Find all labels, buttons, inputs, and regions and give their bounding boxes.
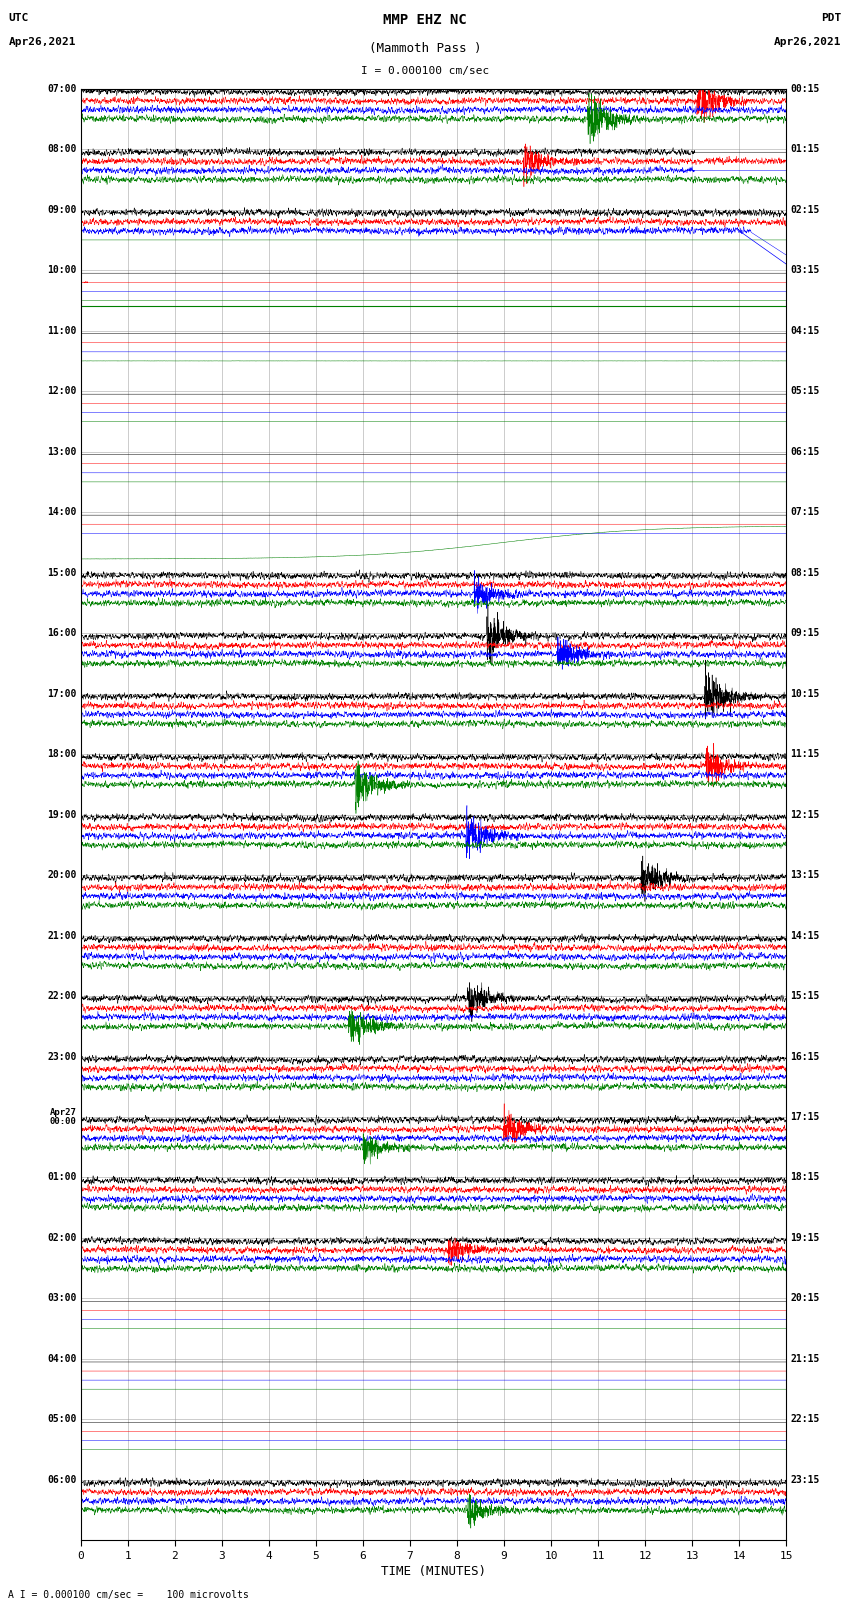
- Text: 03:15: 03:15: [790, 265, 820, 276]
- Text: PDT: PDT: [821, 13, 842, 23]
- Text: MMP EHZ NC: MMP EHZ NC: [383, 13, 467, 27]
- Text: 15:00: 15:00: [47, 568, 76, 577]
- Text: 02:00: 02:00: [47, 1232, 76, 1244]
- Text: 14:00: 14:00: [47, 506, 76, 518]
- Text: 13:15: 13:15: [790, 869, 820, 881]
- Text: 05:15: 05:15: [790, 386, 820, 397]
- Text: 13:00: 13:00: [47, 447, 76, 456]
- Text: 17:15: 17:15: [790, 1111, 820, 1123]
- Text: 23:00: 23:00: [47, 1052, 76, 1061]
- Text: 16:15: 16:15: [790, 1052, 820, 1061]
- Text: 09:00: 09:00: [47, 205, 76, 215]
- Text: 23:15: 23:15: [790, 1474, 820, 1486]
- X-axis label: TIME (MINUTES): TIME (MINUTES): [381, 1565, 486, 1578]
- Text: 11:15: 11:15: [790, 748, 820, 760]
- Text: I = 0.000100 cm/sec: I = 0.000100 cm/sec: [361, 66, 489, 76]
- Text: Apr26,2021: Apr26,2021: [8, 37, 76, 47]
- Text: 18:15: 18:15: [790, 1173, 820, 1182]
- Text: 08:00: 08:00: [47, 144, 76, 155]
- Text: Apr27: Apr27: [49, 1108, 76, 1116]
- Text: 04:15: 04:15: [790, 326, 820, 336]
- Text: 21:15: 21:15: [790, 1353, 820, 1365]
- Text: 03:00: 03:00: [47, 1294, 76, 1303]
- Text: 04:00: 04:00: [47, 1353, 76, 1365]
- Text: 21:00: 21:00: [47, 931, 76, 940]
- Text: UTC: UTC: [8, 13, 29, 23]
- Text: 19:00: 19:00: [47, 810, 76, 819]
- Text: 17:00: 17:00: [47, 689, 76, 698]
- Text: 10:15: 10:15: [790, 689, 820, 698]
- Text: Apr26,2021: Apr26,2021: [774, 37, 842, 47]
- Text: 06:15: 06:15: [790, 447, 820, 456]
- Text: A I = 0.000100 cm/sec =    100 microvolts: A I = 0.000100 cm/sec = 100 microvolts: [8, 1590, 249, 1600]
- Text: 16:00: 16:00: [47, 627, 76, 639]
- Text: 19:15: 19:15: [790, 1232, 820, 1244]
- Text: 10:00: 10:00: [47, 265, 76, 276]
- Text: 07:15: 07:15: [790, 506, 820, 518]
- Text: 02:15: 02:15: [790, 205, 820, 215]
- Text: 20:15: 20:15: [790, 1294, 820, 1303]
- Text: 22:15: 22:15: [790, 1415, 820, 1424]
- Text: 11:00: 11:00: [47, 326, 76, 336]
- Text: 07:00: 07:00: [47, 84, 76, 94]
- Text: (Mammoth Pass ): (Mammoth Pass ): [369, 42, 481, 55]
- Text: 08:15: 08:15: [790, 568, 820, 577]
- Text: 05:00: 05:00: [47, 1415, 76, 1424]
- Text: 09:15: 09:15: [790, 627, 820, 639]
- Text: 00:15: 00:15: [790, 84, 820, 94]
- Text: 22:00: 22:00: [47, 990, 76, 1002]
- Text: 12:15: 12:15: [790, 810, 820, 819]
- Text: 12:00: 12:00: [47, 386, 76, 397]
- Text: 20:00: 20:00: [47, 869, 76, 881]
- Text: 06:00: 06:00: [47, 1474, 76, 1486]
- Text: 15:15: 15:15: [790, 990, 820, 1002]
- Text: 01:15: 01:15: [790, 144, 820, 155]
- Text: 01:00: 01:00: [47, 1173, 76, 1182]
- Text: 00:00: 00:00: [49, 1116, 76, 1126]
- Text: 18:00: 18:00: [47, 748, 76, 760]
- Text: 14:15: 14:15: [790, 931, 820, 940]
